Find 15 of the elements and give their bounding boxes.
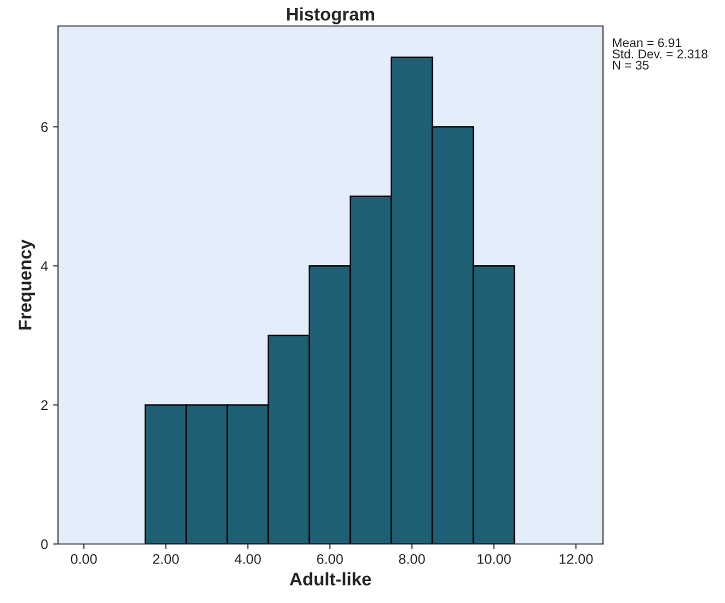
x-tick-label: 12.00 <box>560 554 593 564</box>
x-tick-label: 2.00 <box>153 554 179 564</box>
y-tick-label: 4 <box>40 261 48 271</box>
x-tick-label: 10.00 <box>478 554 511 564</box>
x-tick-label: 4.00 <box>234 554 261 564</box>
y-tick-label: 2 <box>41 400 48 410</box>
text: Mean = 6.91 Std. Dev. = 2.318 N = 35 <box>612 38 708 70</box>
chart-title: Histogram <box>287 7 374 24</box>
y-tick-label: 6 <box>41 122 48 132</box>
x-tick-label: 6.00 <box>317 554 343 564</box>
x-axis-title: Adult-like <box>290 572 372 586</box>
x-tick-label: 8.00 <box>398 554 425 564</box>
y-tick-label: 0 <box>41 539 48 550</box>
x-tick-label: 0.00 <box>70 554 97 564</box>
y-axis-title: Frequency <box>18 239 35 330</box>
